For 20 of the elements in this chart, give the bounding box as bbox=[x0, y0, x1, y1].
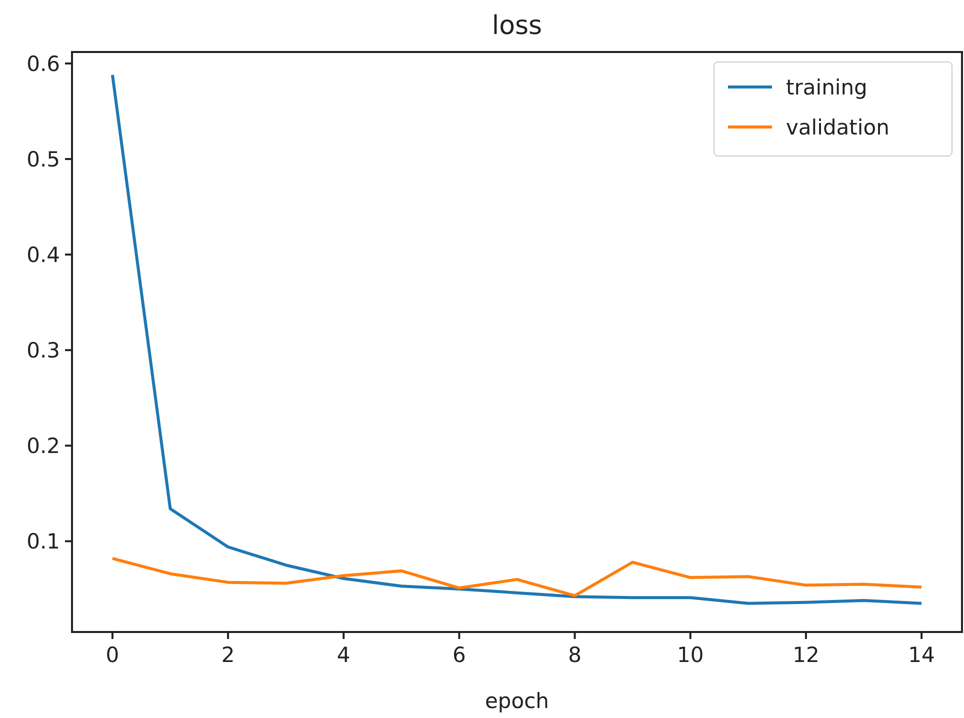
y-tick-label: 0.5 bbox=[26, 147, 60, 172]
y-tick-label: 0.4 bbox=[26, 242, 60, 267]
x-tick-label: 0 bbox=[106, 643, 120, 667]
line-series bbox=[110, 556, 924, 598]
y-tick-label: 0.2 bbox=[26, 434, 60, 458]
y-tick-label: 0.3 bbox=[26, 338, 60, 362]
x-tick-label: 4 bbox=[336, 643, 350, 667]
legend-label: validation bbox=[786, 115, 890, 140]
y-tick-label: 0.6 bbox=[26, 52, 60, 76]
x-tick-label: 10 bbox=[677, 643, 704, 667]
legend-label: training bbox=[786, 75, 868, 100]
y-tick-label: 0.1 bbox=[26, 530, 60, 554]
x-axis-title: epoch bbox=[485, 689, 549, 713]
chart-title: loss bbox=[492, 11, 542, 41]
x-tick-label: 12 bbox=[792, 643, 820, 667]
line-series bbox=[110, 73, 924, 605]
x-tick-label: 8 bbox=[568, 643, 582, 667]
x-tick-label: 6 bbox=[452, 643, 466, 667]
x-tick-label: 2 bbox=[221, 643, 235, 667]
x-tick-label: 14 bbox=[908, 643, 935, 667]
